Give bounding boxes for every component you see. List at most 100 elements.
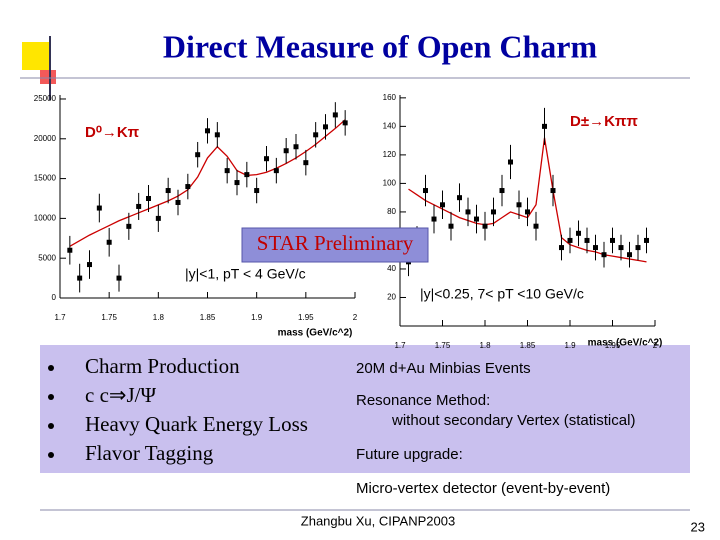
data-point: [576, 230, 581, 236]
x-tick-label: 1.9: [251, 313, 263, 322]
data-point: [525, 209, 530, 215]
y-tick-label: 40: [387, 264, 396, 273]
annotation: D⁰→Kπ: [85, 124, 140, 141]
bullet-text: c c⇒J/Ψ: [85, 383, 156, 407]
x-tick-label: 1.7: [394, 341, 406, 350]
x-tick-label: 1.85: [200, 313, 216, 322]
x-tick-label: 1.85: [520, 341, 536, 350]
preliminary-box: [241, 227, 429, 263]
data-point: [482, 223, 488, 229]
data-point: [165, 188, 171, 194]
data-point: [283, 148, 289, 154]
data-point: [516, 202, 522, 208]
note: Micro-vertex detector (event-by-event): [356, 480, 610, 497]
x-tick-label: 1.7: [54, 313, 66, 322]
data-point: [508, 159, 513, 165]
data-point: [313, 132, 319, 138]
y-tick-label: 120: [383, 150, 397, 159]
data-point: [491, 209, 496, 215]
x-tick-label: 1.95: [298, 313, 314, 322]
deco-square: [40, 70, 56, 84]
fit-curve: [69, 119, 346, 247]
data-point: [423, 188, 428, 194]
data-point: [224, 168, 230, 174]
page-number: 23: [691, 519, 705, 534]
bullet-dot: [48, 394, 54, 400]
deco-square: [22, 42, 50, 70]
y-tick-label: 140: [383, 121, 397, 130]
y-tick-label: 15000: [34, 174, 57, 183]
data-point: [234, 180, 240, 186]
data-point: [155, 215, 161, 221]
x-tick-label: 2: [653, 341, 658, 350]
x-tick-label: 1.8: [479, 341, 491, 350]
data-point: [342, 120, 348, 126]
bullet-text: Heavy Quark Energy Loss: [85, 412, 308, 436]
data-point: [567, 237, 573, 243]
data-point: [116, 275, 122, 281]
bullet-text: Charm Production: [85, 354, 240, 378]
note: Resonance Method:: [356, 392, 490, 409]
slide-title: Direct Measure of Open Charm: [163, 28, 598, 64]
annotation: D±→Kππ: [570, 113, 638, 130]
x-axis-label: mass (GeV/c^2): [588, 338, 663, 349]
data-point: [542, 123, 547, 129]
cut-label: |y|<0.25, 7< pT <10 GeV/c: [420, 286, 584, 302]
data-point: [67, 247, 73, 253]
bullet-text: Flavor Tagging: [85, 441, 214, 465]
data-point: [136, 203, 142, 209]
data-point: [126, 223, 132, 229]
x-tick-label: 1.9: [564, 341, 576, 350]
bullet-dot: [48, 365, 54, 371]
x-tick-label: 1.8: [153, 313, 165, 322]
data-point: [627, 252, 632, 258]
data-point: [465, 209, 471, 215]
note: 20M d+Au Minbias Events: [356, 360, 531, 377]
y-tick-label: 10000: [34, 214, 57, 223]
y-tick-label: 20: [387, 293, 396, 302]
data-point: [254, 188, 260, 194]
bullet-panel: [40, 345, 690, 473]
data-point: [244, 172, 250, 178]
data-point: [293, 144, 299, 150]
data-point: [474, 216, 479, 222]
data-point: [440, 202, 445, 208]
bullet-dot: [48, 452, 54, 458]
y-tick-label: 0: [52, 293, 57, 302]
footer: Zhangbu Xu, CIPANP2003: [301, 513, 455, 528]
y-tick-label: 5000: [38, 253, 56, 262]
data-point: [584, 237, 590, 243]
data-point: [499, 188, 505, 194]
data-point: [601, 252, 607, 258]
data-point: [175, 199, 181, 205]
data-point: [87, 262, 92, 268]
data-point: [559, 245, 564, 251]
data-point: [431, 216, 437, 222]
data-point: [610, 237, 615, 243]
data-point: [323, 124, 328, 130]
data-point: [273, 168, 279, 174]
data-point: [205, 128, 210, 134]
x-axis-label: mass (GeV/c^2): [278, 328, 353, 339]
x-tick-label: 2: [353, 313, 358, 322]
y-tick-label: 25000: [34, 94, 57, 103]
data-point: [533, 223, 539, 229]
data-point: [644, 237, 649, 243]
data-point: [303, 160, 309, 166]
x-tick-label: 1.95: [605, 341, 621, 350]
data-point: [195, 152, 201, 158]
preliminary-label: STAR Preliminary: [257, 231, 414, 255]
data-point: [448, 223, 454, 229]
note: Future upgrade:: [356, 446, 463, 463]
data-point: [618, 245, 624, 251]
data-point: [96, 205, 102, 211]
data-point: [635, 245, 641, 251]
y-tick-label: 80: [387, 207, 396, 216]
data-point: [593, 245, 598, 251]
cut-label: |y|<1, pT < 4 GeV/c: [185, 266, 306, 282]
note: without secondary Vertex (statistical): [391, 412, 635, 429]
data-point: [332, 112, 338, 118]
data-point: [264, 156, 269, 162]
x-tick-label: 1.75: [101, 313, 117, 322]
